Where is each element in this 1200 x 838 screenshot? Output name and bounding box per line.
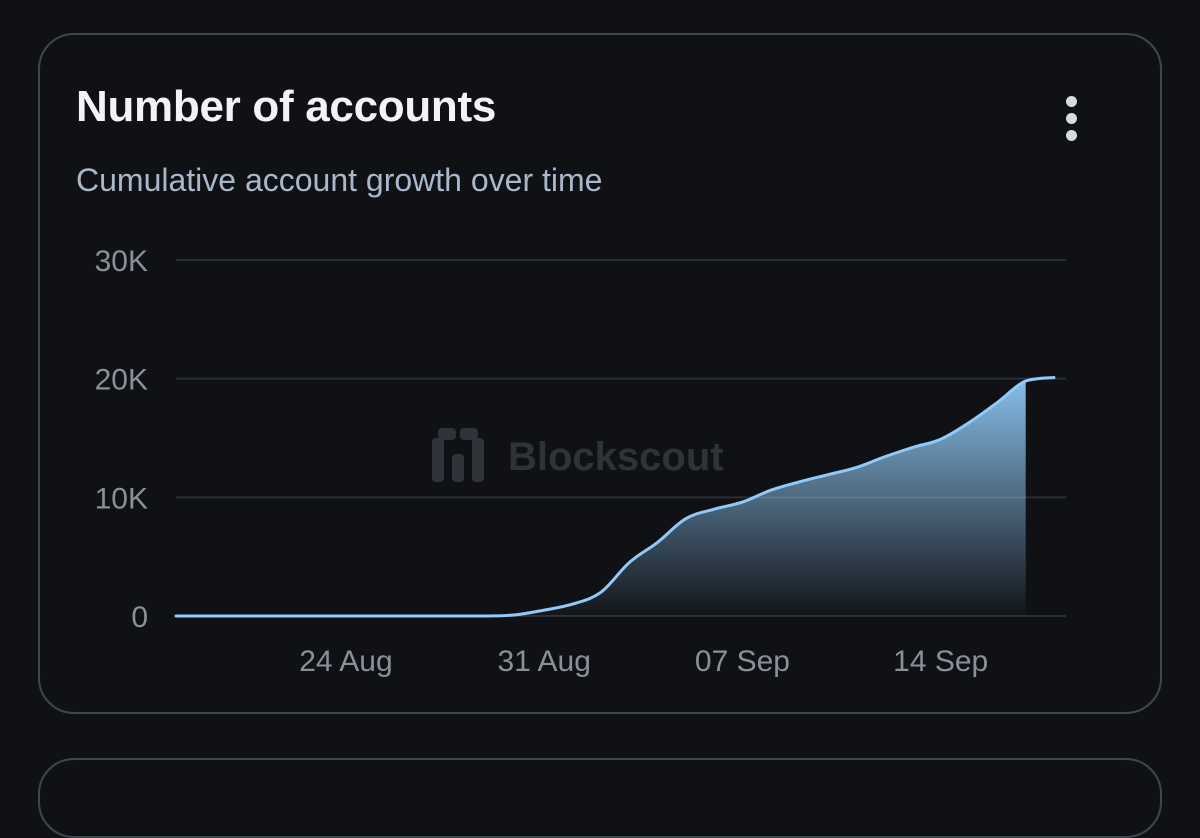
data-point[interactable] bbox=[1048, 372, 1060, 384]
vertical-dots-icon bbox=[1066, 96, 1077, 107]
data-point[interactable] bbox=[1020, 375, 1032, 387]
y-tick-label: 30K bbox=[95, 245, 148, 278]
watermark: Blockscout bbox=[432, 428, 724, 482]
data-point[interactable] bbox=[397, 610, 409, 622]
data-point[interactable] bbox=[340, 610, 352, 622]
next-card bbox=[38, 758, 1162, 838]
data-point[interactable] bbox=[765, 484, 777, 496]
x-tick-label: 31 Aug bbox=[497, 645, 590, 678]
data-point[interactable] bbox=[425, 610, 437, 622]
data-point[interactable] bbox=[312, 610, 324, 622]
chart-subtitle: Cumulative account growth over time bbox=[76, 162, 603, 198]
series-line bbox=[174, 376, 1056, 618]
data-point[interactable] bbox=[793, 476, 805, 488]
watermark-text: Blockscout bbox=[508, 435, 724, 479]
data-point[interactable] bbox=[963, 417, 975, 429]
accounts-area-chart: Blockscout 0 10K 20K 30K 24 Aug 31 Aug 07 Sep 1… bbox=[95, 245, 1066, 678]
data-point[interactable] bbox=[453, 610, 465, 622]
vertical-dots-icon bbox=[1066, 113, 1077, 124]
x-tick-label: 07 Sep bbox=[695, 645, 790, 678]
data-point[interactable] bbox=[198, 610, 210, 622]
y-tick-label: 20K bbox=[95, 364, 148, 397]
y-tick-label: 10K bbox=[95, 482, 148, 515]
data-point[interactable] bbox=[935, 433, 947, 445]
data-point[interactable] bbox=[510, 609, 522, 621]
data-point[interactable] bbox=[991, 396, 1003, 408]
data-point[interactable] bbox=[652, 536, 664, 548]
data-point[interactable] bbox=[737, 496, 749, 508]
data-point[interactable] bbox=[680, 513, 692, 525]
data-point[interactable] bbox=[567, 598, 579, 610]
data-point[interactable] bbox=[595, 586, 607, 598]
chart-title: Number of accounts bbox=[76, 82, 496, 131]
data-point[interactable] bbox=[368, 610, 380, 622]
data-point[interactable] bbox=[255, 610, 267, 622]
y-tick-label: 0 bbox=[131, 601, 148, 634]
x-tick-label: 24 Aug bbox=[299, 645, 392, 678]
data-point[interactable] bbox=[850, 462, 862, 474]
vertical-dots-icon bbox=[1066, 130, 1077, 141]
series-area bbox=[176, 381, 1026, 616]
data-point[interactable] bbox=[170, 610, 182, 622]
data-point[interactable] bbox=[623, 557, 635, 569]
data-point[interactable] bbox=[878, 451, 890, 463]
data-point[interactable] bbox=[906, 442, 918, 454]
chart-menu-button[interactable] bbox=[1052, 92, 1092, 146]
data-point[interactable] bbox=[821, 469, 833, 481]
data-point[interactable] bbox=[708, 503, 720, 515]
data-point[interactable] bbox=[538, 604, 550, 616]
data-point[interactable] bbox=[482, 610, 494, 622]
data-point[interactable] bbox=[227, 610, 239, 622]
data-point[interactable] bbox=[283, 610, 295, 622]
x-tick-label: 14 Sep bbox=[893, 645, 988, 678]
blockscout-logo-icon bbox=[432, 428, 484, 482]
